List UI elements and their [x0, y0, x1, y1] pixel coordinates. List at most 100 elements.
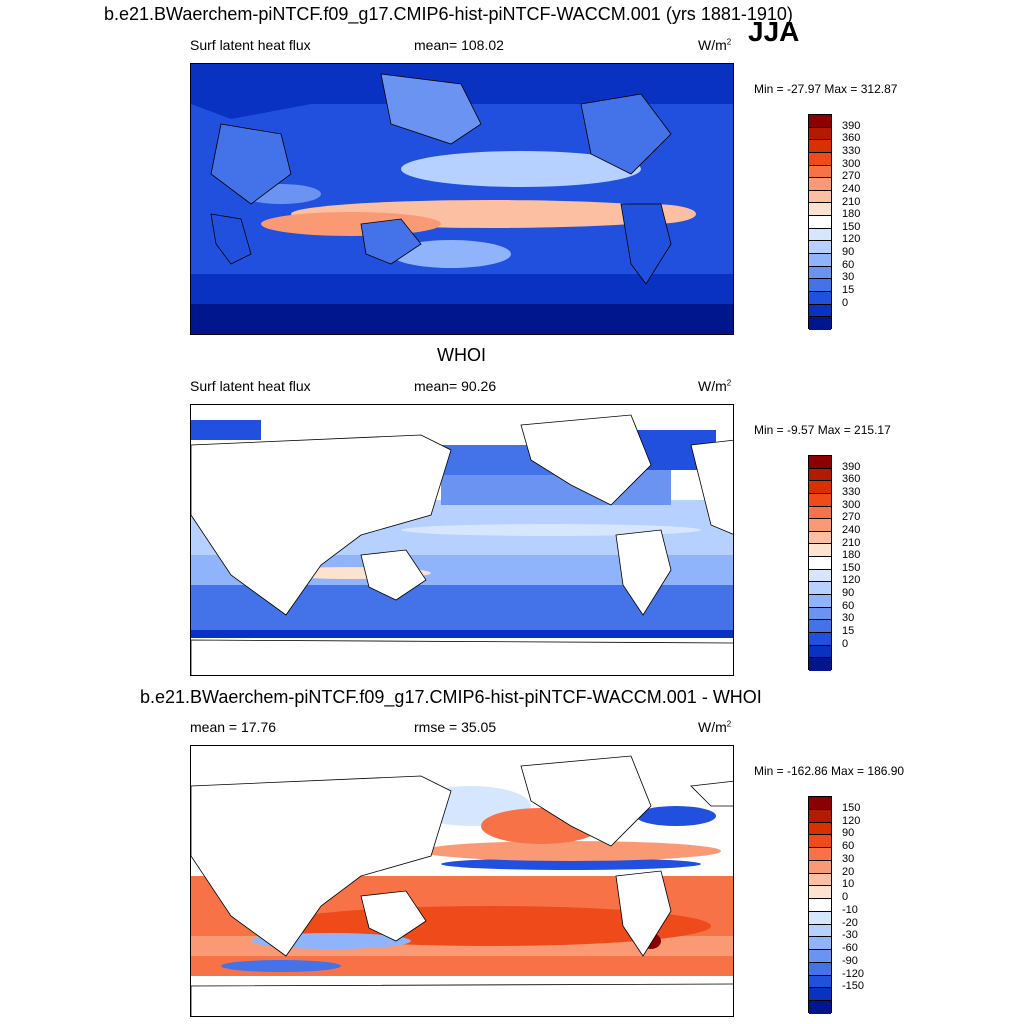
- colorbar-swatch: [809, 493, 831, 507]
- colorbar-tick-label: 330: [842, 485, 861, 498]
- colorbar-swatch: [809, 797, 831, 810]
- colorbar-swatch: [809, 873, 831, 887]
- panel3-map-svg: [191, 746, 733, 1016]
- colorbar-swatch: [809, 291, 831, 305]
- colorbar-tick-label: 150: [842, 561, 861, 574]
- colorbar-swatch: [809, 140, 831, 153]
- colorbar-swatch: [809, 557, 831, 570]
- panel1-minmax: Min = -27.97 Max = 312.87: [754, 82, 898, 96]
- colorbar-swatch: [809, 582, 831, 596]
- panel2-minmax: Min = -9.57 Max = 215.17: [754, 423, 891, 437]
- colorbar-swatch: [809, 203, 831, 217]
- colorbar-tick-label: 30: [842, 612, 855, 625]
- panel2-colorbar: [808, 455, 832, 671]
- colorbar-tick-label: 240: [842, 182, 861, 195]
- colorbar-swatch: [809, 481, 831, 494]
- panel2-mean: mean= 90.26: [414, 378, 497, 394]
- colorbar-tick-label: -150: [842, 980, 865, 993]
- panel1-map-svg: [191, 64, 733, 334]
- panel3-units: W/m2: [698, 719, 732, 735]
- colorbar-tick-label: -60: [842, 942, 858, 955]
- colorbar-tick-label: 210: [842, 195, 861, 208]
- colorbar-swatch: [809, 531, 831, 545]
- colorbar-swatch: [809, 190, 831, 204]
- panel3-colorbar: [808, 796, 832, 1014]
- colorbar-tick-label: 120: [842, 574, 861, 587]
- colorbar-swatch: [809, 317, 831, 330]
- panel2-map: [190, 404, 734, 676]
- colorbar-tick-label: 390: [842, 119, 861, 132]
- colorbar-swatch: [809, 962, 831, 976]
- colorbar-swatch: [809, 519, 831, 532]
- colorbar-tick-label: 10: [842, 878, 855, 891]
- colorbar-tick-label: 300: [842, 498, 861, 511]
- colorbar-tick-label: 180: [842, 549, 861, 562]
- colorbar-tick-label: -10: [842, 903, 858, 916]
- colorbar-swatch: [809, 937, 831, 950]
- colorbar-swatch: [809, 620, 831, 633]
- colorbar-tick-label: 210: [842, 536, 861, 549]
- colorbar-swatch: [809, 254, 831, 267]
- colorbar-tick-label: 90: [842, 587, 855, 600]
- colorbar-tick-label: 30: [842, 852, 855, 865]
- colorbar-swatch: [809, 860, 831, 874]
- colorbar-tick-label: 90: [842, 246, 855, 259]
- panel3-title: b.e21.BWaerchem-piNTCF.f09_g17.CMIP6-his…: [140, 687, 762, 707]
- colorbar-tick-label: 90: [842, 827, 855, 840]
- colorbar-swatch: [809, 975, 831, 989]
- colorbar-tick-label: 30: [842, 271, 855, 284]
- colorbar-swatch: [809, 899, 831, 912]
- colorbar-swatch: [809, 886, 831, 899]
- colorbar-tick-label: 150: [842, 220, 861, 233]
- season-label: JJA: [748, 16, 800, 47]
- panel1-colorbar: [808, 114, 832, 330]
- colorbar-swatch: [809, 822, 831, 836]
- colorbar-swatch: [809, 456, 831, 469]
- colorbar-tick-label: 60: [842, 258, 855, 271]
- colorbar-swatch: [809, 988, 831, 1001]
- colorbar-swatch: [809, 228, 831, 242]
- colorbar-tick-label: 360: [842, 132, 861, 145]
- colorbar-swatch: [809, 595, 831, 608]
- colorbar-tick-label: 150: [842, 801, 861, 814]
- colorbar-tick-label: 180: [842, 208, 861, 221]
- colorbar-tick-label: -120: [842, 967, 865, 980]
- panel2-title: WHOI: [437, 345, 486, 365]
- colorbar-swatch: [809, 216, 831, 229]
- panel2-variable: Surf latent heat flux: [190, 378, 311, 394]
- colorbar-tick-label: -20: [842, 916, 858, 929]
- colorbar-tick-label: 120: [842, 814, 861, 827]
- colorbar-swatch: [809, 544, 831, 558]
- panel1-map: [190, 63, 734, 335]
- colorbar-tick-label: 300: [842, 157, 861, 170]
- panel2-map-svg: [191, 405, 733, 675]
- panel1-mean: mean= 108.02: [414, 37, 504, 53]
- colorbar-swatch: [809, 115, 831, 128]
- colorbar-tick-label: 270: [842, 511, 861, 524]
- panel3-minmax: Min = -162.86 Max = 186.90: [754, 764, 905, 778]
- colorbar-swatch: [809, 835, 831, 848]
- colorbar-swatch: [809, 279, 831, 292]
- colorbar-tick-label: 0: [842, 891, 849, 904]
- colorbar-tick-label: 0: [842, 296, 849, 309]
- panel3-map: [190, 745, 734, 1017]
- panel3-mean: mean = 17.76: [190, 719, 277, 735]
- colorbar-swatch: [809, 911, 831, 925]
- colorbar-tick-label: 390: [842, 460, 861, 473]
- panel1-variable: Surf latent heat flux: [190, 37, 311, 53]
- colorbar-tick-label: -90: [842, 954, 858, 967]
- colorbar-swatch: [809, 152, 831, 166]
- panel3-rmse: rmse = 35.05: [414, 719, 497, 735]
- colorbar-swatch: [809, 304, 831, 318]
- colorbar-swatch: [809, 1001, 831, 1014]
- colorbar-swatch: [809, 632, 831, 646]
- colorbar-swatch: [809, 658, 831, 671]
- colorbar-tick-label: 360: [842, 473, 861, 486]
- colorbar-swatch: [809, 165, 831, 179]
- colorbar-tick-label: 60: [842, 840, 855, 853]
- colorbar-swatch: [809, 468, 831, 482]
- panel1-units: W/m2: [698, 37, 732, 53]
- colorbar-swatch: [809, 950, 831, 963]
- colorbar-tick-label: 120: [842, 233, 861, 246]
- colorbar-tick-label: 20: [842, 865, 855, 878]
